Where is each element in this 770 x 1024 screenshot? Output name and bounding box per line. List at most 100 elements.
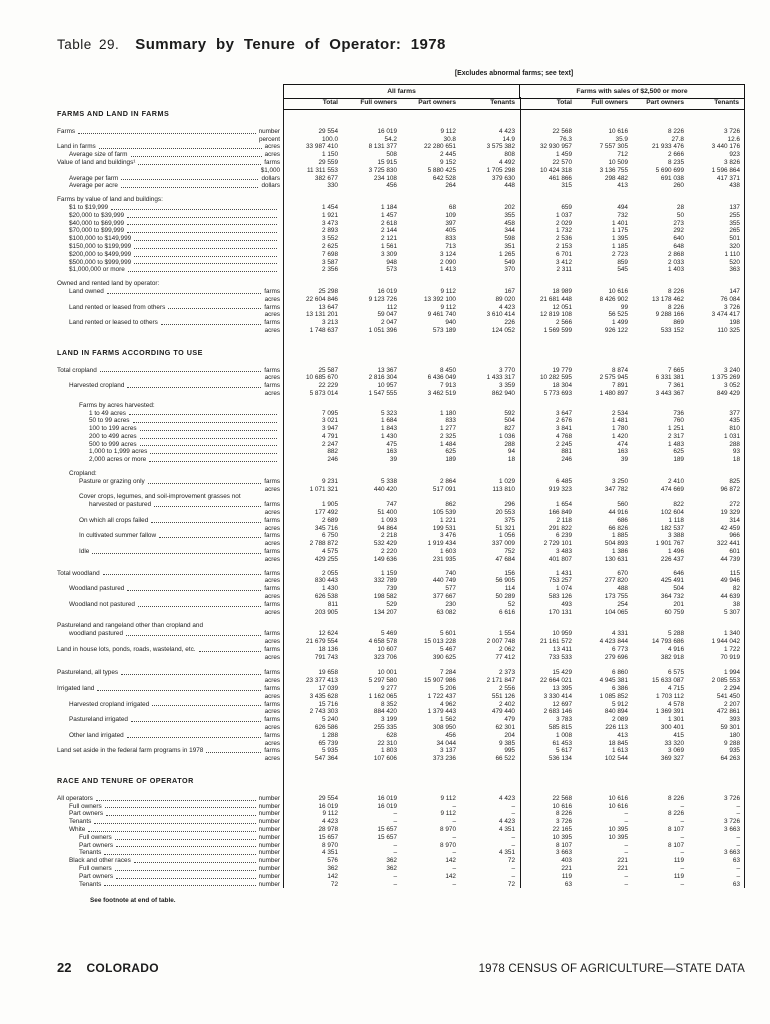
dot-leader xyxy=(147,482,262,484)
row-label: Total cropland farms xyxy=(57,367,283,375)
unit-label: number xyxy=(258,864,280,872)
value-cell: 6 386 xyxy=(612,685,628,692)
value-cell: – xyxy=(452,864,456,872)
value-cell: 5 935 xyxy=(322,747,338,755)
row-label: Irrigated land farms xyxy=(57,685,283,693)
table-row: acres 5 873 014 1 547 555 3 462 519 862 940 5… xyxy=(57,390,745,398)
value-cell: 1 496 xyxy=(668,548,684,556)
group-header-all-farms: All farms xyxy=(283,84,520,99)
row-label-text: Farms xyxy=(57,127,76,135)
value-cell: 204 xyxy=(504,731,515,739)
value-cell: 5 690 699 xyxy=(655,166,684,174)
value-cell: 456 xyxy=(386,182,397,190)
value-cell: 221 xyxy=(617,857,628,865)
unit-label: farms xyxy=(264,585,280,593)
value-cell: 22 570 xyxy=(552,158,572,166)
value-cell: 337 009 xyxy=(491,540,515,548)
value-cell: 17 039 xyxy=(318,685,338,692)
value-cell: 2 689 xyxy=(322,516,338,524)
unit-label: number xyxy=(258,841,280,849)
value-cell: 18 845 xyxy=(608,739,628,747)
value-cell: 884 420 xyxy=(373,708,397,716)
value-cell: 592 xyxy=(504,409,515,417)
value-cell: 2 788 872 xyxy=(309,540,338,548)
row-label-text: Full owners xyxy=(69,802,102,810)
value-cell: 940 xyxy=(445,319,456,327)
value-cell: 345 716 xyxy=(314,524,338,532)
table-row: Cropland: xyxy=(57,470,745,478)
value-cell: 25 587 xyxy=(318,366,338,374)
row-label-text: Tenants xyxy=(69,818,92,826)
dot-leader xyxy=(168,308,262,310)
value-cell: 833 xyxy=(445,417,456,425)
value-cell: 3 947 xyxy=(322,425,338,433)
table-row: $500,000 to $999,999 3 587 948 2 090 549 3 41… xyxy=(57,259,745,267)
value-cell: 8 426 902 xyxy=(599,295,628,303)
value-cell: 1 905 xyxy=(322,501,338,509)
table-row: Land rented or leased from others farms 13… xyxy=(57,304,745,312)
row-label: acres xyxy=(57,486,283,494)
value-cell: 6 750 xyxy=(322,532,338,540)
section-header-row: FARMS AND LAND IN FARMS xyxy=(57,110,745,118)
value-cell: 2 317 xyxy=(668,432,684,440)
value-cell: 1 029 xyxy=(499,477,515,485)
value-cell: 1 093 xyxy=(381,516,397,524)
value-cell: 363 xyxy=(729,266,740,274)
value-cell: 1 919 434 xyxy=(427,540,456,548)
value-cell: 42 459 xyxy=(720,524,740,532)
value-cell: 32 930 957 xyxy=(540,143,572,151)
table-row: Irrigated land farms 17 039 9 277 5 206 2 556… xyxy=(57,685,745,693)
value-cell: 10 607 xyxy=(377,645,397,653)
value-cell: 520 xyxy=(729,258,740,266)
value-cell: 362 xyxy=(327,864,338,872)
value-cell: 9 277 xyxy=(381,685,397,692)
unit-label: acres xyxy=(264,374,280,382)
row-label-text: Land set aside in the federal farm progr… xyxy=(57,747,204,755)
table-number: Table 29. xyxy=(57,37,120,52)
row-label-text: Woodland not pastured xyxy=(69,600,135,608)
value-cell: 82 xyxy=(732,585,740,593)
table-row: Tenants number 4 351 – – 4 351 3 663 – – 3 663 xyxy=(57,849,745,857)
row-label: Full owners number xyxy=(57,834,283,842)
dot-leader xyxy=(121,179,259,181)
value-cell: – xyxy=(624,872,628,880)
value-cell: 18 304 xyxy=(552,382,572,390)
value-cell: 12 051 xyxy=(552,303,572,311)
value-cell: 3 726 xyxy=(724,818,740,826)
value-cell: 7 665 xyxy=(668,366,684,374)
value-cell: 107 606 xyxy=(373,755,397,763)
value-cell: 9 112 xyxy=(322,810,338,818)
value-cell: 315 xyxy=(561,182,572,190)
table-row: acres 345 716 94 864 199 531 51 321 291 822 66… xyxy=(57,525,745,533)
table-row: Tenants number 72 – – 72 63 – – 63 xyxy=(57,881,745,889)
unit-label: farms xyxy=(264,630,280,638)
value-cell: 1 547 555 xyxy=(368,389,397,397)
value-cell: 4 715 xyxy=(668,685,684,692)
row-label-text: Land owned xyxy=(69,287,104,295)
value-cell: 63 xyxy=(564,880,572,888)
value-cell: 230 xyxy=(445,600,456,608)
row-label-text: Harvested cropland xyxy=(69,382,125,390)
table-row: $1,000,000 or more 2 356 573 1 413 370 2 311 5… xyxy=(57,266,745,274)
dot-leader xyxy=(151,521,262,523)
row-label: acres xyxy=(57,577,283,585)
value-cell: 15 657 xyxy=(377,833,397,841)
value-cell: 7 095 xyxy=(322,409,338,417)
column-header: Total xyxy=(520,97,577,110)
value-cell: – xyxy=(680,802,684,810)
value-cell: 8 226 xyxy=(668,287,684,295)
value-cell: 504 xyxy=(504,417,515,425)
dot-leader xyxy=(139,445,277,447)
value-cell: 585 815 xyxy=(548,723,572,731)
value-cell: 1 395 xyxy=(612,235,628,243)
value-cell: 3 330 414 xyxy=(543,692,572,700)
value-cell: 2 085 553 xyxy=(711,677,740,685)
value-cell: 3 440 176 xyxy=(711,143,740,151)
value-cell: – xyxy=(393,880,397,888)
value-cell: 330 xyxy=(327,182,338,190)
value-cell: 16 019 xyxy=(377,802,397,810)
value-cell: 13 647 xyxy=(318,303,338,311)
value-cell: 189 xyxy=(445,456,456,464)
value-cell: 3 663 xyxy=(724,849,740,857)
value-cell: 63 xyxy=(732,857,740,865)
